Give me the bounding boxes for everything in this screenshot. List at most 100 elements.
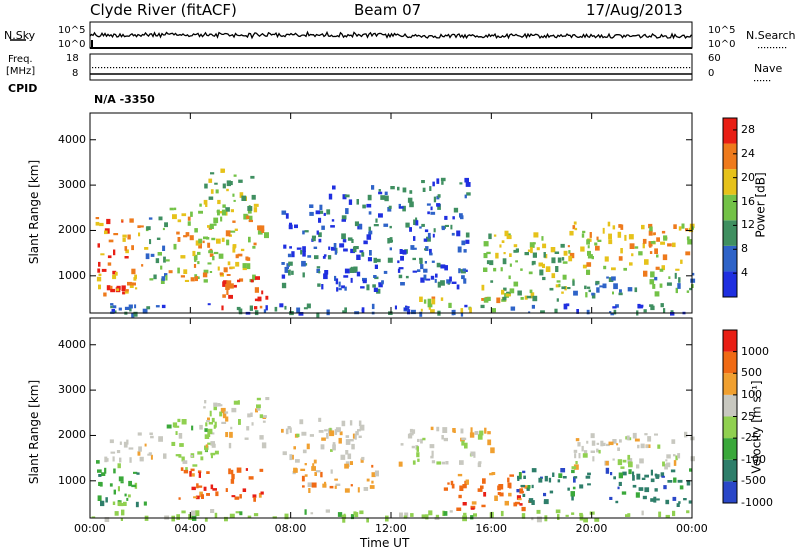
data-cell (187, 221, 191, 226)
data-cell (234, 496, 240, 500)
data-cell (171, 441, 176, 446)
data-cell (332, 444, 336, 451)
data-cell (150, 454, 153, 460)
data-cell (499, 244, 502, 248)
data-cell (360, 286, 365, 289)
data-cell (237, 279, 241, 283)
velocity-colorbar-tick-label: 25 (741, 409, 755, 423)
freq-dot (398, 67, 400, 69)
data-cell (431, 450, 434, 457)
data-cell (128, 480, 132, 487)
data-cell (362, 277, 367, 282)
data-cell (100, 253, 105, 256)
data-cell (405, 306, 410, 309)
data-cell (446, 279, 451, 284)
data-cell (199, 424, 203, 430)
data-cell (212, 488, 217, 491)
freq-dot (644, 67, 646, 69)
data-cell (329, 430, 335, 437)
freq-dot (110, 67, 112, 69)
data-cell (149, 278, 154, 281)
data-cell (230, 230, 236, 233)
data-cell (113, 489, 116, 495)
data-cell (462, 502, 467, 506)
data-cell (358, 223, 362, 230)
data-cell (429, 248, 432, 255)
data-cell (306, 303, 311, 309)
data-cell (419, 257, 423, 260)
data-cell (239, 278, 244, 282)
freq-dot (311, 67, 313, 69)
data-cell (360, 458, 364, 463)
data-cell (129, 218, 134, 223)
data-cell (527, 249, 532, 252)
freq-dot (98, 67, 100, 69)
data-cell (223, 267, 228, 273)
data-cell (629, 243, 635, 249)
data-cell (412, 460, 416, 465)
data-cell (242, 263, 247, 269)
data-cell (456, 284, 460, 290)
data-cell (302, 272, 305, 278)
data-cell (334, 249, 337, 255)
data-cell (206, 471, 210, 474)
freq-dot (686, 67, 688, 69)
power-ytick-label: 3000 (58, 178, 86, 192)
data-cell (676, 503, 680, 507)
data-cell (456, 230, 461, 237)
data-cell (227, 261, 231, 266)
freq-dot (674, 67, 676, 69)
data-cell (183, 269, 188, 274)
freq-dot (119, 67, 121, 69)
data-cell (683, 498, 687, 501)
data-cell (388, 205, 392, 209)
data-cell (587, 483, 591, 486)
data-cell (471, 501, 477, 505)
data-cell (627, 454, 631, 460)
data-cell (207, 442, 212, 445)
data-cell (175, 431, 178, 435)
data-cell (650, 469, 653, 476)
station-title: Clyde River (fitACF) (90, 1, 237, 19)
data-cell (541, 236, 544, 241)
data-cell (210, 484, 214, 490)
data-cell (330, 449, 333, 452)
data-cell (200, 456, 204, 461)
freq-dot (401, 67, 403, 69)
data-cell (538, 262, 543, 267)
freq-dot (512, 67, 514, 69)
data-cell (225, 230, 231, 237)
data-cell (688, 500, 692, 504)
freq-dot (95, 67, 97, 69)
freq-dot (113, 67, 115, 69)
data-cell (232, 193, 235, 197)
data-cell (262, 420, 266, 423)
data-cell (137, 451, 141, 456)
nsearch-legend-dot (785, 47, 787, 49)
freq-dot (269, 67, 271, 69)
data-cell (684, 431, 688, 438)
data-cell (155, 258, 160, 264)
data-cell (660, 303, 664, 308)
data-cell (583, 517, 588, 523)
data-cell (321, 284, 324, 290)
data-cell (484, 427, 487, 434)
data-cell (359, 250, 364, 253)
data-cell (611, 276, 616, 281)
data-cell (284, 513, 289, 520)
data-cell (337, 427, 341, 432)
data-cell (572, 486, 576, 490)
data-cell (230, 469, 234, 475)
data-cell (344, 488, 350, 493)
data-cell (554, 308, 558, 314)
data-cell (366, 203, 372, 208)
data-cell (578, 453, 581, 459)
power-colorbar-bin (723, 245, 737, 272)
data-cell (567, 487, 570, 491)
data-cell (111, 309, 115, 313)
data-cell (505, 293, 511, 297)
data-cell (686, 290, 690, 293)
data-cell (174, 207, 177, 211)
data-cell (347, 453, 352, 460)
freq-dot (494, 67, 496, 69)
